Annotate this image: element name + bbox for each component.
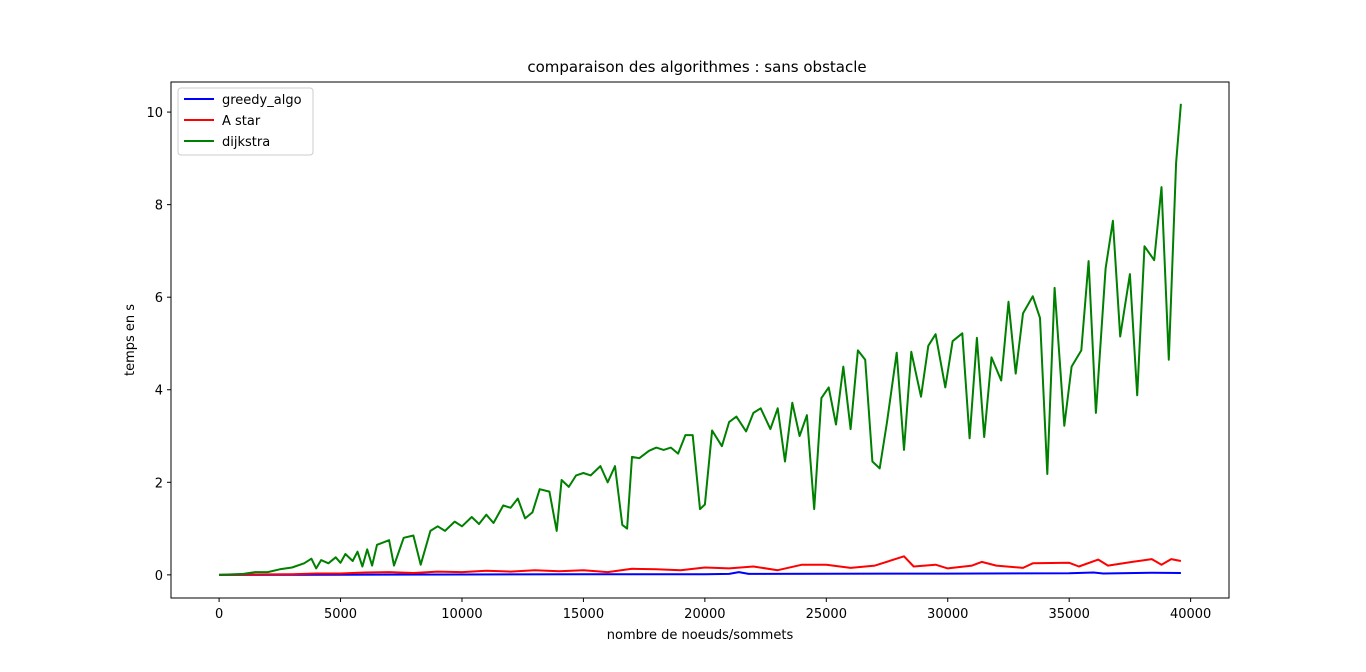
legend-label-dijkstra: dijkstra	[222, 135, 270, 150]
chart-title: comparaison des algorithmes : sans obsta…	[527, 58, 866, 76]
x-tick-label: 5000	[324, 607, 357, 622]
x-tick-label: 35000	[1049, 607, 1090, 622]
y-axis-label: temps en s	[123, 304, 138, 376]
legend-box	[177, 87, 314, 156]
x-tick-label: 25000	[806, 607, 847, 622]
plot-lines	[219, 103, 1182, 576]
y-tick-label: 6	[155, 291, 163, 306]
x-tick-label: 20000	[684, 607, 725, 622]
series-line-dijkstra	[219, 103, 1182, 576]
x-tick-label: 40000	[1170, 607, 1211, 622]
y-tick-label: 0	[155, 569, 163, 584]
x-tick-label: 0	[215, 607, 223, 622]
x-tick-label: 10000	[441, 607, 482, 622]
series-line-a-star	[219, 555, 1182, 576]
y-tick-label: 8	[155, 199, 163, 214]
legend-label-greedy: greedy_algo	[222, 93, 302, 108]
y-axis-ticks: 0 2 4 6 8 10	[146, 106, 171, 584]
plot-frame	[170, 81, 1230, 599]
y-tick-label: 2	[155, 476, 163, 491]
legend: greedy_algo A star dijkstra	[177, 87, 314, 156]
legend-label-astar: A star	[222, 114, 261, 129]
x-tick-label: 30000	[927, 607, 968, 622]
y-tick-label: 4	[155, 384, 163, 399]
series-line-greedy-algo	[219, 571, 1181, 576]
y-tick-label: 10	[146, 106, 163, 121]
x-tick-label: 15000	[563, 607, 604, 622]
x-axis-ticks: 0 5000 10000 15000 20000 25000 30000 35000 40000	[215, 598, 1211, 622]
x-axis-label: nombre de noeuds/sommets	[607, 628, 794, 643]
